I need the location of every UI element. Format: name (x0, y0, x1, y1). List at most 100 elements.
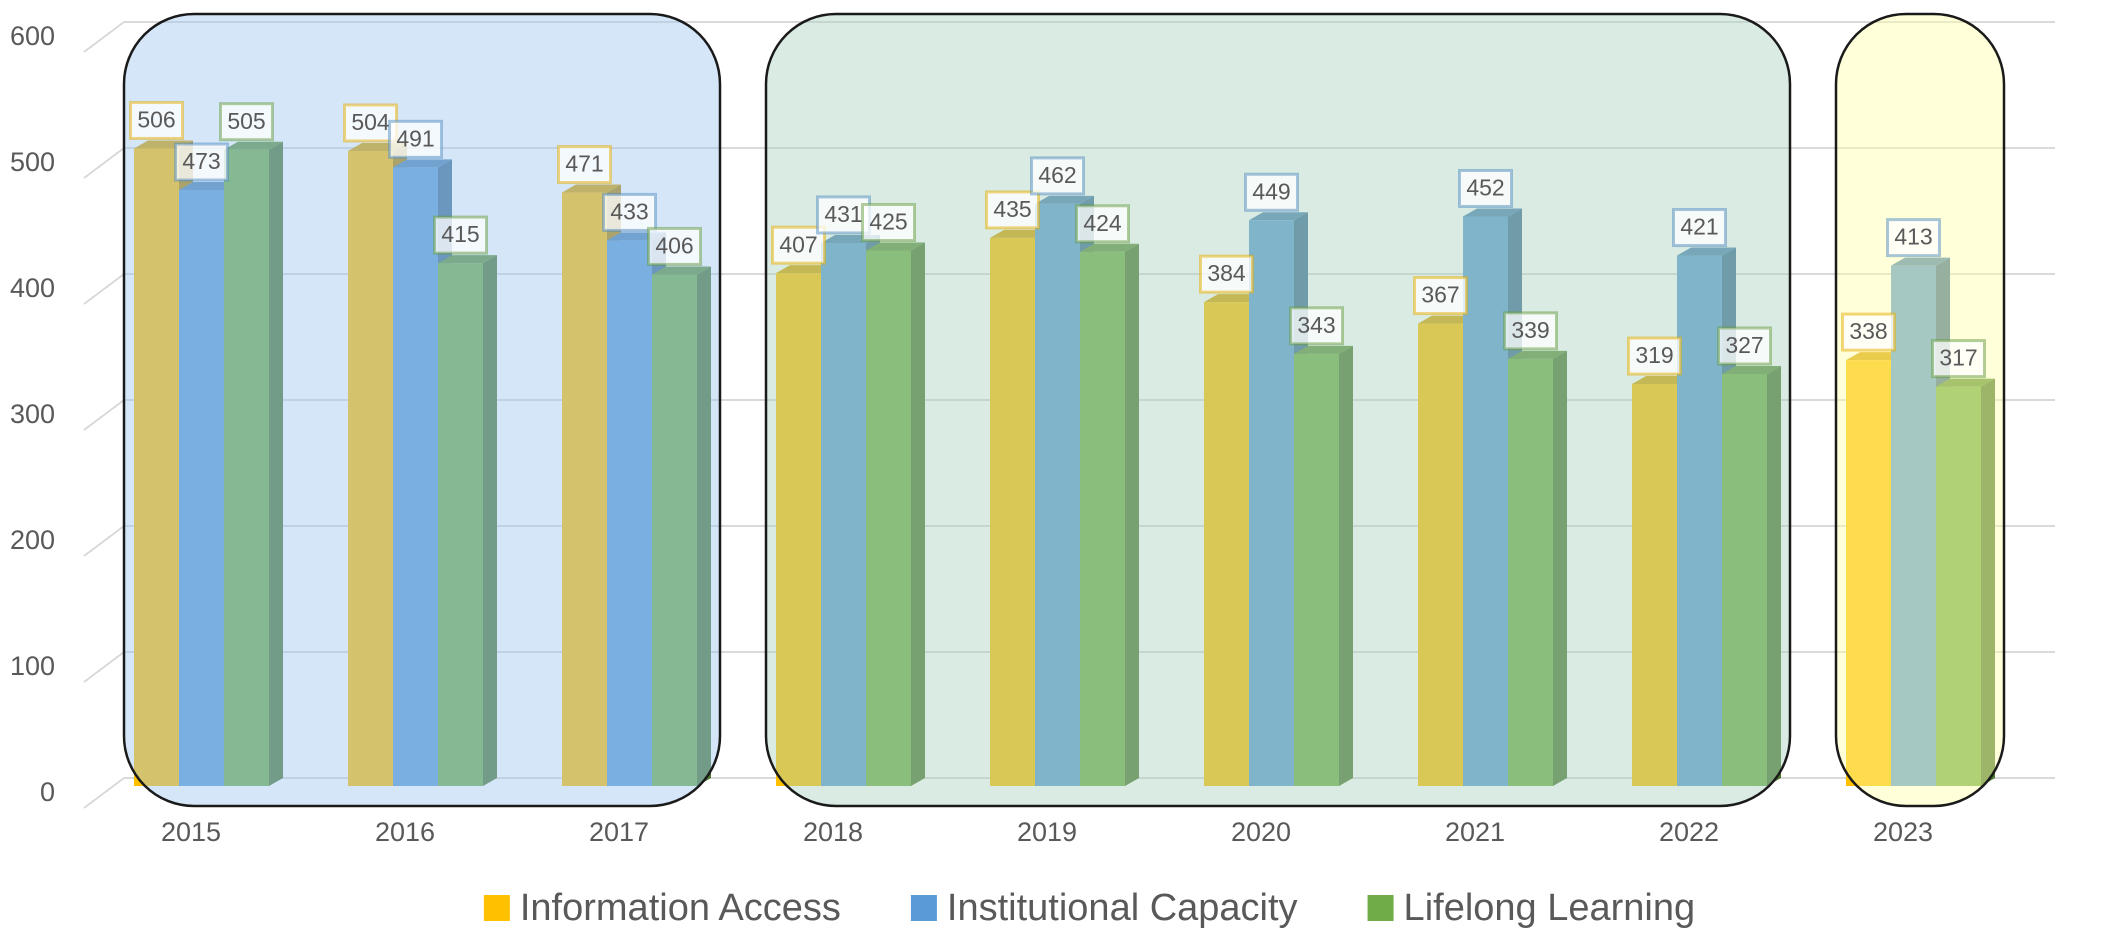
data-label-box (388, 119, 443, 159)
y-tick-label: 0 (40, 777, 55, 807)
data-label: 339 (1511, 317, 1549, 343)
bar (393, 167, 438, 787)
bar-top (866, 242, 925, 251)
bar (1204, 302, 1249, 786)
highlight-region (122, 12, 722, 808)
data-label: 491 (396, 125, 434, 151)
bar (562, 192, 607, 787)
data-label: 471 (565, 151, 603, 177)
x-tick-label: 2016 (375, 817, 435, 847)
data-label-box (129, 100, 184, 140)
data-label-box (1458, 168, 1513, 208)
bar-top (1508, 350, 1567, 359)
bar (179, 190, 224, 786)
bar-top (179, 182, 238, 191)
bar-top (1080, 243, 1139, 252)
bar-top (1204, 294, 1263, 303)
data-label-box (1289, 306, 1344, 346)
data-label: 431 (824, 201, 862, 227)
legend-label: Lifelong Learning (1404, 887, 1696, 929)
bar-side (1553, 350, 1567, 786)
x-tick-label: 2022 (1659, 817, 1719, 847)
bar (652, 274, 697, 786)
legend-marker (483, 895, 510, 921)
bar-side (697, 266, 711, 786)
bar-side (269, 141, 283, 786)
data-label-box (1199, 254, 1254, 294)
bar (1632, 384, 1677, 786)
grid-line-floor (83, 777, 125, 809)
legend: Information Access Institutional Capacity… (483, 887, 1696, 929)
bar-top (1846, 352, 1905, 361)
data-label: 449 (1252, 178, 1290, 204)
grid-line-floor (83, 399, 125, 431)
bar-top (1891, 257, 1950, 266)
data-label-box (343, 103, 398, 143)
bar (438, 263, 483, 787)
data-label-box (1717, 326, 1772, 366)
bar-top (1722, 365, 1781, 374)
data-label: 343 (1297, 312, 1335, 338)
bar (1294, 353, 1339, 786)
data-label: 506 (137, 107, 175, 133)
data-label-box (861, 203, 916, 242)
data-label-box (557, 145, 612, 185)
bar-top (1936, 378, 1995, 387)
bar (1418, 323, 1463, 786)
data-label: 435 (993, 196, 1031, 222)
data-label: 421 (1680, 214, 1718, 240)
bar-top (652, 266, 711, 275)
bar (1936, 386, 1981, 786)
y-tick-label: 100 (10, 651, 55, 681)
legend-marker (910, 895, 937, 921)
data-label-box (1503, 311, 1558, 351)
bar-side (1767, 365, 1781, 786)
bar (224, 149, 269, 786)
bar-side (1339, 345, 1353, 786)
data-label: 505 (227, 108, 265, 134)
data-label-box (1672, 208, 1727, 248)
bar-top (1677, 247, 1736, 256)
data-label: 413 (1894, 224, 1932, 250)
data-label: 327 (1725, 332, 1763, 358)
data-label: 317 (1939, 345, 1977, 371)
data-label: 407 (779, 231, 817, 257)
bars-layer (134, 140, 1995, 787)
grid-line-floor (83, 147, 125, 179)
bar (776, 273, 821, 786)
legend-label: Information Access (520, 887, 841, 929)
y-tick-label: 200 (10, 525, 55, 555)
bar (821, 242, 866, 786)
data-label: 338 (1849, 318, 1887, 344)
bar (1846, 360, 1891, 786)
bar (1508, 358, 1553, 786)
data-label-box (602, 192, 657, 232)
bar-top (1418, 315, 1477, 324)
data-label-box (1841, 312, 1896, 352)
bar-top (776, 265, 835, 274)
data-label: 433 (610, 198, 648, 224)
bar-side (1125, 243, 1139, 786)
x-tick-label: 2020 (1231, 817, 1291, 847)
data-label-box (1030, 156, 1085, 196)
grid-line-floor (83, 273, 125, 305)
bar-top (224, 141, 283, 150)
bar (1249, 220, 1294, 786)
data-label: 452 (1466, 175, 1504, 201)
bar-top (990, 229, 1049, 238)
highlight-region (764, 12, 1792, 808)
bar (1463, 216, 1508, 787)
x-tick-label: 2017 (589, 817, 649, 847)
data-label-box (771, 225, 826, 265)
bar (134, 148, 179, 786)
x-tick-label: 2018 (803, 817, 863, 847)
bar-side (911, 242, 925, 786)
data-label-box (985, 190, 1040, 230)
data-label: 504 (351, 109, 390, 135)
data-label: 384 (1207, 260, 1246, 286)
y-tick-label: 600 (10, 21, 55, 51)
data-label-box (1244, 172, 1299, 212)
bar-top (1035, 195, 1094, 204)
bar-top (1294, 345, 1353, 354)
